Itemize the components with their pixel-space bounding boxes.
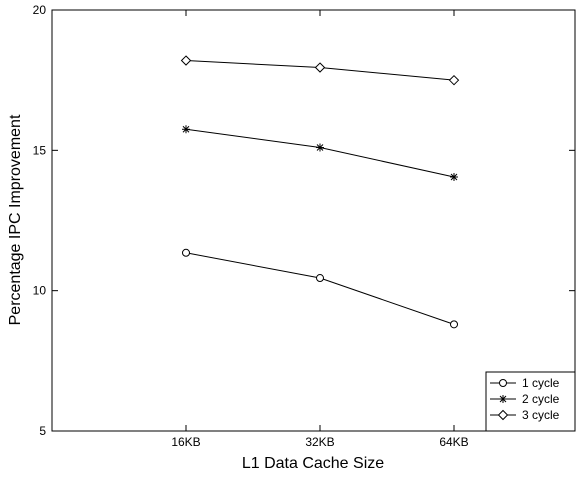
legend-marker-1-cycle bbox=[499, 379, 507, 387]
data-point-1-cycle bbox=[182, 248, 190, 257]
legend-label-1-cycle: 1 cycle bbox=[522, 376, 560, 390]
data-point-3-cycle bbox=[314, 62, 326, 73]
x-axis-title: L1 Data Cache Size bbox=[242, 455, 384, 472]
legend-item-3-cycle: 3 cycle bbox=[490, 408, 560, 422]
data-point-1-cycle bbox=[450, 320, 458, 329]
legend-item-2-cycle: 2 cycle bbox=[490, 392, 560, 406]
legend-item-1-cycle: 1 cycle bbox=[490, 376, 560, 390]
x-tick-label: 16KB bbox=[171, 435, 200, 449]
x-tick-label: 32KB bbox=[305, 435, 334, 449]
y-tick-label: 5 bbox=[39, 424, 46, 438]
legend: 1 cycle 2 cycle 3 cycle bbox=[485, 371, 576, 432]
series-line-1-cycle bbox=[185, 252, 455, 325]
data-point-3-cycle bbox=[448, 74, 460, 86]
series-3-cycle bbox=[180, 55, 460, 86]
series-layer bbox=[180, 55, 460, 329]
legend-marker-2-cycle bbox=[499, 395, 507, 403]
series-2-cycle bbox=[182, 125, 458, 181]
data-point-2-cycle bbox=[450, 172, 458, 181]
legend-label-2-cycle: 2 cycle bbox=[522, 392, 560, 406]
y-axis-title: Percentage IPC Improvement bbox=[7, 114, 24, 325]
axis-ticks: 5 10 15 20 16KB 32KB 64KB bbox=[33, 3, 575, 449]
data-point-2-cycle bbox=[182, 125, 190, 134]
series-line-2-cycle bbox=[185, 128, 455, 178]
data-point-2-cycle bbox=[316, 143, 324, 152]
legend-label-3-cycle: 3 cycle bbox=[522, 408, 560, 422]
y-tick-label: 15 bbox=[33, 143, 47, 157]
data-point-3-cycle bbox=[180, 55, 192, 66]
legend-marker-3-cycle bbox=[497, 409, 509, 421]
data-point-1-cycle bbox=[316, 274, 324, 283]
series-1-cycle bbox=[182, 248, 458, 329]
plot-frame bbox=[51, 9, 576, 432]
y-tick-label: 20 bbox=[33, 3, 47, 17]
x-tick-label: 64KB bbox=[439, 435, 468, 449]
y-tick-label: 10 bbox=[33, 284, 47, 298]
